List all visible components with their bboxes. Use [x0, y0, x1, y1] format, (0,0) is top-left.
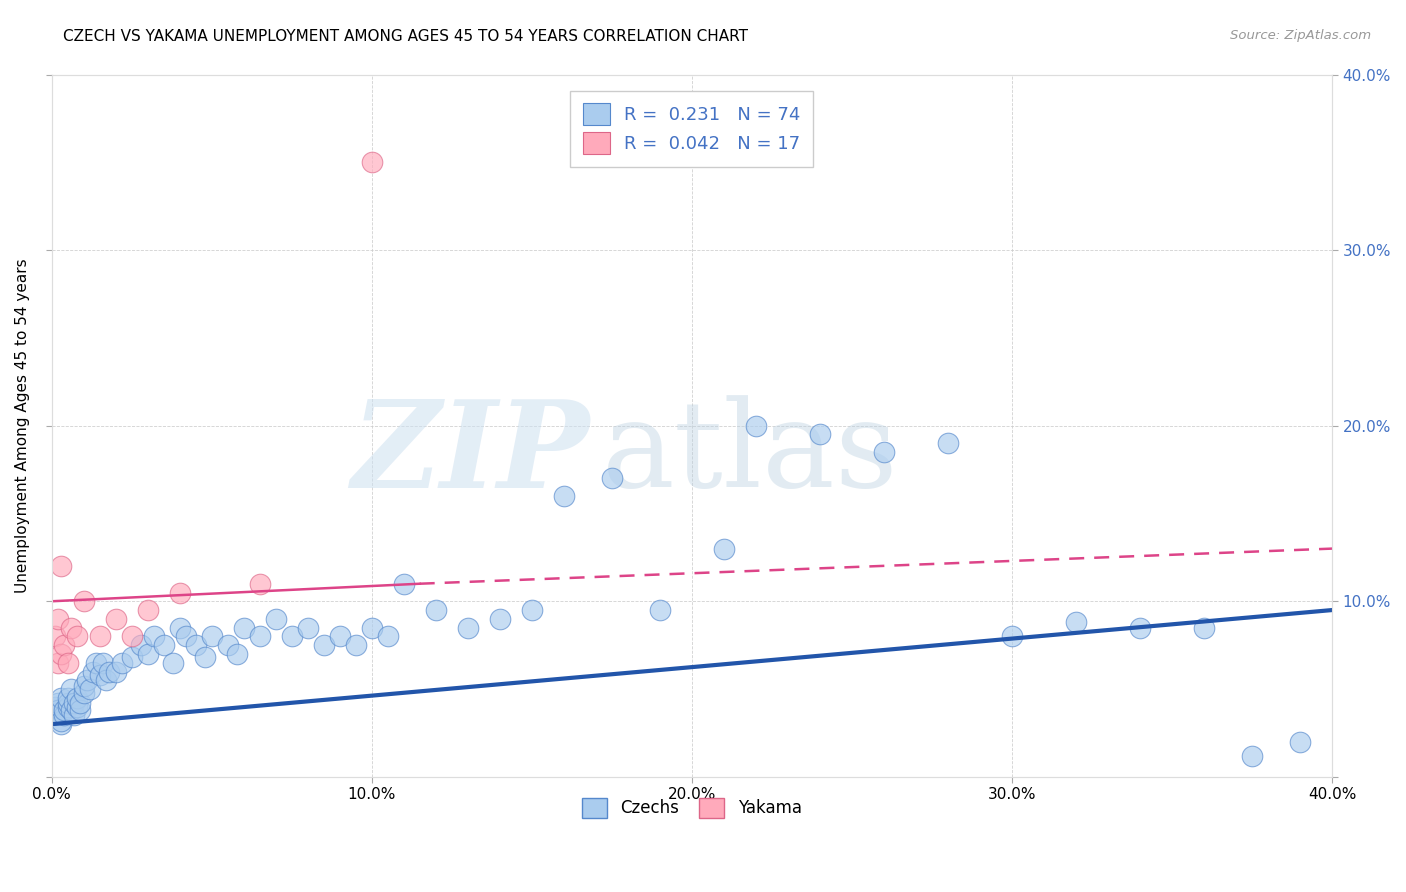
Point	[1064, 615, 1087, 630]
Point	[312, 638, 335, 652]
Point	[53, 638, 76, 652]
Point	[1001, 629, 1024, 643]
Point	[174, 629, 197, 643]
Point	[49, 714, 72, 728]
Point	[264, 612, 287, 626]
Point	[808, 427, 831, 442]
Point	[232, 621, 254, 635]
Point	[1289, 735, 1312, 749]
Point	[49, 717, 72, 731]
Point	[1192, 621, 1215, 635]
Text: Source: ZipAtlas.com: Source: ZipAtlas.com	[1230, 29, 1371, 42]
Point	[129, 638, 152, 652]
Point	[297, 621, 319, 635]
Point	[46, 612, 69, 626]
Point	[76, 673, 98, 688]
Point	[49, 647, 72, 661]
Point	[457, 621, 479, 635]
Point	[936, 436, 959, 450]
Point	[46, 696, 69, 710]
Point	[49, 559, 72, 574]
Point	[56, 656, 79, 670]
Point	[152, 638, 174, 652]
Point	[91, 656, 114, 670]
Point	[72, 685, 94, 699]
Point	[63, 708, 86, 723]
Point	[143, 629, 166, 643]
Point	[98, 665, 121, 679]
Text: CZECH VS YAKAMA UNEMPLOYMENT AMONG AGES 45 TO 54 YEARS CORRELATION CHART: CZECH VS YAKAMA UNEMPLOYMENT AMONG AGES …	[63, 29, 748, 44]
Point	[66, 699, 89, 714]
Point	[111, 656, 134, 670]
Point	[136, 603, 159, 617]
Point	[344, 638, 367, 652]
Point	[600, 471, 623, 485]
Point	[194, 650, 217, 665]
Point	[69, 696, 91, 710]
Point	[46, 703, 69, 717]
Point	[72, 679, 94, 693]
Point	[79, 682, 101, 697]
Point	[121, 629, 143, 643]
Point	[136, 647, 159, 661]
Point	[56, 690, 79, 705]
Point	[249, 576, 271, 591]
Point	[44, 629, 66, 643]
Point	[360, 621, 382, 635]
Point	[392, 576, 415, 591]
Point	[169, 585, 191, 599]
Point	[169, 621, 191, 635]
Point	[520, 603, 543, 617]
Point	[89, 668, 111, 682]
Point	[86, 656, 108, 670]
Point	[713, 541, 735, 556]
Point	[184, 638, 207, 652]
Point	[121, 650, 143, 665]
Point	[488, 612, 510, 626]
Point	[217, 638, 239, 652]
Point	[280, 629, 302, 643]
Point	[59, 703, 82, 717]
Y-axis label: Unemployment Among Ages 45 to 54 years: Unemployment Among Ages 45 to 54 years	[15, 259, 30, 593]
Point	[200, 629, 222, 643]
Text: atlas: atlas	[602, 395, 898, 512]
Point	[49, 690, 72, 705]
Point	[53, 708, 76, 723]
Point	[69, 703, 91, 717]
Point	[59, 621, 82, 635]
Point	[44, 708, 66, 723]
Point	[162, 656, 184, 670]
Point	[63, 696, 86, 710]
Legend: Czechs, Yakama: Czechs, Yakama	[575, 791, 808, 825]
Point	[360, 155, 382, 169]
Text: ZIP: ZIP	[352, 394, 589, 513]
Point	[59, 682, 82, 697]
Point	[745, 418, 768, 433]
Point	[66, 629, 89, 643]
Point	[1129, 621, 1152, 635]
Point	[46, 656, 69, 670]
Point	[56, 696, 79, 710]
Point	[249, 629, 271, 643]
Point	[72, 594, 94, 608]
Point	[104, 665, 127, 679]
Point	[873, 445, 896, 459]
Point	[1241, 748, 1264, 763]
Point	[648, 603, 671, 617]
Point	[82, 665, 104, 679]
Point	[553, 489, 575, 503]
Point	[94, 673, 117, 688]
Point	[425, 603, 447, 617]
Point	[377, 629, 399, 643]
Point	[104, 612, 127, 626]
Point	[66, 690, 89, 705]
Point	[226, 647, 249, 661]
Point	[89, 629, 111, 643]
Point	[53, 703, 76, 717]
Point	[44, 699, 66, 714]
Point	[56, 699, 79, 714]
Point	[329, 629, 352, 643]
